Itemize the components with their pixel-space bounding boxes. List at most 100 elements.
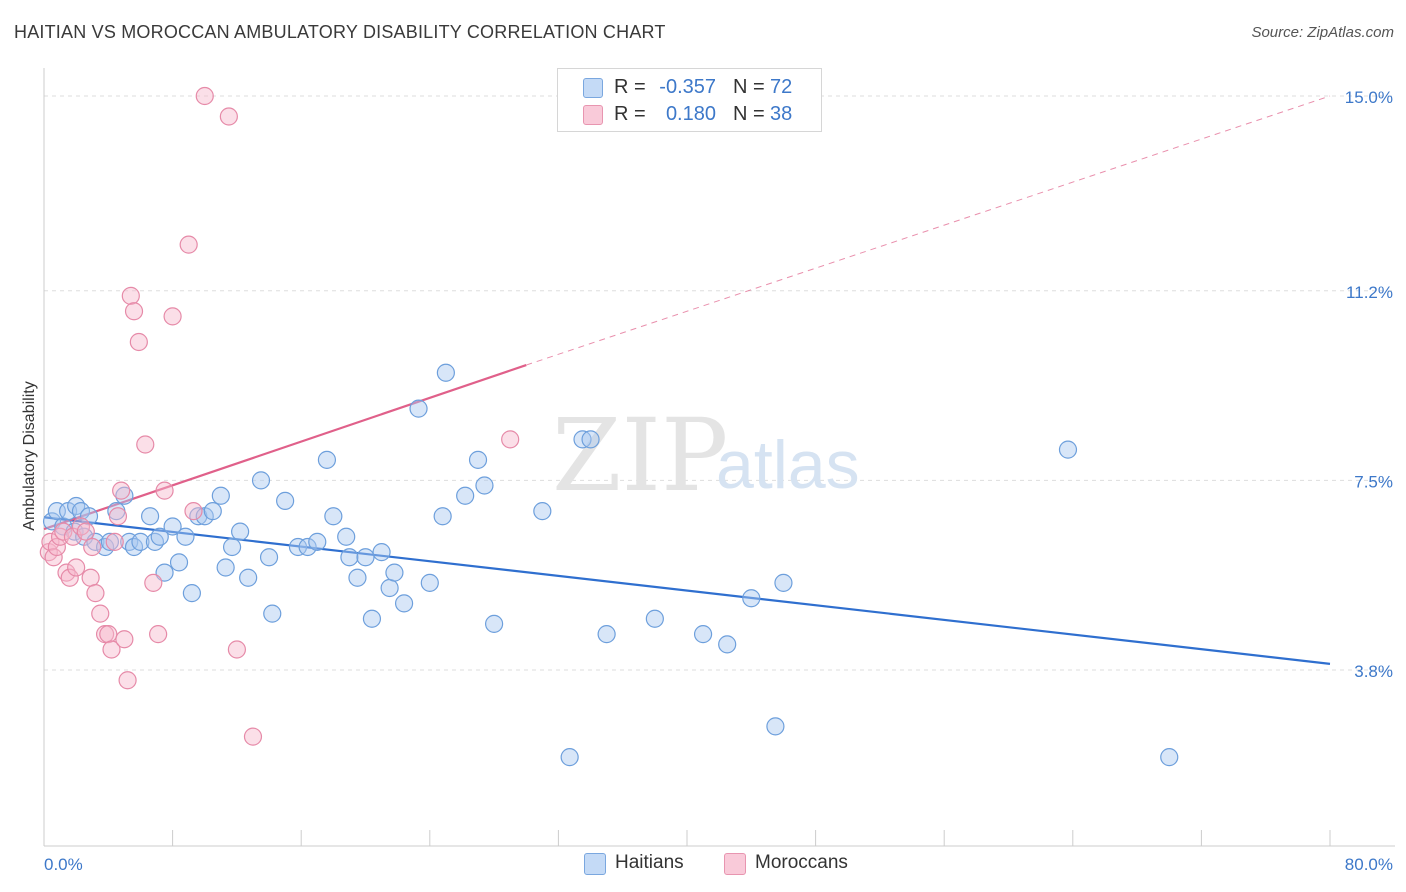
moroccan-point [501,430,520,449]
moroccan-point [71,517,91,536]
moroccan-point [136,435,155,454]
moroccan-point [155,481,174,500]
moroccan-point [144,573,163,592]
moroccan-point [118,671,137,690]
tick-labels: 3.8% 7.5% 11.2% 15.0% 0.0% 80.0% [44,88,1393,874]
haitian-point [239,568,258,587]
haitian-point [324,507,343,526]
moroccans-swatch [583,105,603,125]
haitian-point [693,625,713,644]
x-tick-label: 80.0% [1345,855,1393,874]
haitian-point [485,614,504,633]
moroccan-point [243,727,263,746]
haitian-point [774,573,793,592]
y-axis-label: Ambulatory Disability [21,381,38,530]
haitian-point [317,450,337,469]
haitian-point [742,589,761,608]
x-tick-label: 0.0% [44,855,83,874]
moroccan-point [108,507,128,526]
moroccan-point [112,481,131,500]
haitian-point [222,537,242,557]
haitian-point [95,537,115,557]
haitian-point [42,512,62,531]
haitian-point [409,399,428,418]
haitian-point [1160,748,1179,767]
watermark: ZIP atlas [552,397,860,514]
moroccan-point [83,537,102,557]
haitian-point [67,496,86,516]
haitians-trend-line [43,516,1331,665]
legend-label-moroccans: Moroccans [755,852,848,873]
haitians-swatch [583,78,603,98]
haitian-point [189,507,208,526]
haitian-point [131,532,150,551]
moroccan-point [115,630,134,649]
y-tick-label: 11.2% [1346,283,1393,302]
haitian-point [766,717,785,736]
moroccan-point [86,584,105,603]
haitians-swatch [584,853,606,875]
haitian-point [211,486,230,505]
haitian-point [645,609,664,628]
haitian-point [340,548,359,567]
haitian-point [308,532,327,551]
moroccan-point [124,302,144,321]
haitian-point [182,584,201,603]
moroccan-point [60,568,79,587]
moroccan-point [121,286,140,305]
moroccan-point [50,527,70,546]
moroccan-point [47,537,66,557]
n-value-moroccans: 38 [770,103,793,125]
haitian-point [145,532,165,551]
haitian-point [385,563,404,582]
moroccan-point [219,107,238,126]
moroccan-point [81,568,100,587]
y-tick-label: 7.5% [1354,472,1393,491]
legend-row-moroccans: R = 0.180 N = 38 [558,101,821,127]
n-label: N = [733,76,765,98]
moroccan-point [105,532,124,551]
r-label: R = [614,103,646,125]
moroccan-point [102,640,121,659]
haitian-point [251,471,271,490]
haitian-point [436,363,455,382]
haitian-point [298,537,317,557]
moroccans-trend-extension [526,95,1331,366]
haitian-point [337,527,356,546]
haitian-point [456,486,475,505]
watermark-zip: ZIP [552,397,728,514]
moroccan-point [91,604,110,623]
haitian-point [288,537,308,557]
moroccan-point [129,332,148,352]
moroccan-point [179,235,198,254]
haitian-point [140,507,160,526]
moroccan-point [163,307,182,326]
haitian-point [533,502,552,521]
haitian-point [115,486,134,505]
haitian-point [150,527,169,546]
axes [43,68,1395,847]
correlation-legend: R = -0.357 N = 72 R = 0.180 N = 38 [557,68,822,132]
moroccan-point [54,522,73,541]
chart-title: HAITIAN VS MOROCCAN AMBULATORY DISABILIT… [14,22,666,42]
haitian-point [356,548,375,567]
haitian-point [263,604,282,623]
haitian-point [581,430,600,449]
moroccans-trend-line [43,364,527,531]
y-tick-label: 3.8% [1354,662,1393,681]
haitian-point [100,532,120,551]
r-value-moroccans: 0.180 [665,103,716,125]
haitian-point [203,502,222,521]
n-value-haitians: 72 [770,76,793,98]
moroccan-point [57,563,76,582]
haitian-point [348,568,367,587]
moroccans-swatch [724,853,746,875]
moroccan-point [195,86,214,106]
haitian-point [420,573,439,592]
r-value-haitians: -0.357 [659,76,716,98]
haitian-point [468,450,488,469]
moroccan-point [184,502,203,521]
legend-label-haitians: Haitians [615,852,684,873]
moroccan-point [76,522,95,541]
